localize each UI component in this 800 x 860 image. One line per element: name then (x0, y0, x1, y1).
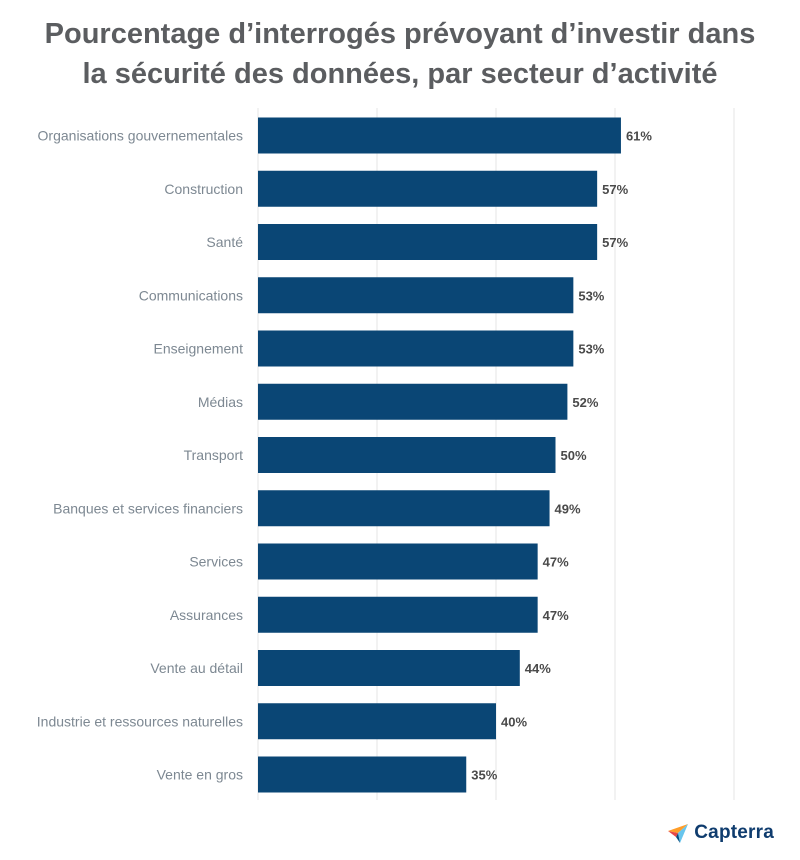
chart-title: Pourcentage d’interrogés prévoyant d’inv… (44, 18, 756, 90)
category-label: Industrie et ressources naturelles (37, 713, 243, 729)
bar (258, 437, 556, 473)
category-label: Assurances (170, 607, 243, 623)
category-label: Vente au détail (150, 660, 243, 676)
category-label: Médias (198, 394, 243, 410)
bar (258, 543, 538, 580)
category-label: Transport (184, 447, 244, 463)
capterra-logo: Capterra (667, 820, 774, 846)
category-label: Banques et services financiers (53, 500, 243, 516)
bar (258, 383, 568, 420)
value-label: 57% (602, 182, 628, 197)
bar (258, 756, 467, 793)
value-label: 50% (561, 448, 587, 463)
value-label: 53% (578, 288, 604, 303)
category-label: Organisations gouvernementales (38, 128, 243, 144)
bar (258, 330, 574, 367)
category-label: Vente en gros (157, 767, 243, 783)
value-label: 40% (501, 714, 527, 729)
category-label: Construction (164, 181, 243, 197)
category-label: Enseignement (153, 341, 243, 357)
bar (258, 650, 520, 686)
capterra-arrow-icon (668, 824, 689, 843)
value-label: 47% (543, 608, 569, 623)
bar (258, 277, 574, 314)
category-label: Santé (206, 234, 243, 250)
value-label: 52% (572, 395, 598, 410)
value-label: 47% (543, 555, 569, 570)
category-label: Services (189, 554, 243, 570)
value-label: 57% (602, 235, 628, 250)
value-label: 61% (626, 129, 652, 144)
value-label: 44% (525, 661, 551, 676)
value-label: 53% (578, 342, 604, 357)
labels: Organisations gouvernementales 61% Constru… (37, 128, 653, 783)
bar (258, 596, 538, 633)
bar (258, 224, 598, 260)
bar (258, 490, 550, 527)
value-label: 49% (555, 501, 581, 516)
bar (258, 170, 598, 207)
bars (258, 117, 621, 793)
bar (258, 117, 621, 154)
value-label: 35% (471, 768, 497, 783)
bar (258, 703, 496, 740)
brand-name: Capterra (694, 822, 774, 843)
category-label: Communications (139, 287, 243, 303)
